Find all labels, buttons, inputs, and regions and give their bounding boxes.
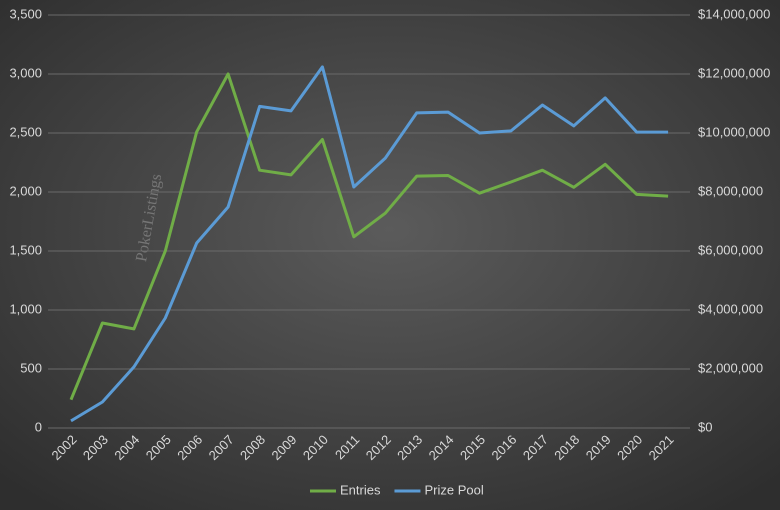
- y2-tick-label: $2,000,000: [698, 360, 763, 375]
- legend-label: Prize Pool: [424, 482, 483, 497]
- y2-tick-label: $12,000,000: [698, 65, 770, 80]
- series-line: [69, 72, 669, 401]
- y2-tick-label: $0: [698, 419, 712, 434]
- y2-tick-label: $4,000,000: [698, 301, 763, 316]
- y2-tick-label: $6,000,000: [698, 242, 763, 257]
- y-tick-label: 1,000: [9, 301, 42, 316]
- y-tick-label: 1,500: [9, 242, 42, 257]
- y-tick-label: 0: [35, 419, 42, 434]
- y-tick-label: 2,500: [9, 124, 42, 139]
- y2-tick-label: $8,000,000: [698, 183, 763, 198]
- legend-label: Entries: [340, 482, 381, 497]
- y2-tick-label: $14,000,000: [698, 6, 770, 21]
- y-tick-label: 3,500: [9, 6, 42, 21]
- y-tick-label: 3,000: [9, 65, 42, 80]
- y2-tick-label: $10,000,000: [698, 124, 770, 139]
- y-tick-label: 2,000: [9, 183, 42, 198]
- y-tick-label: 500: [20, 360, 42, 375]
- series-line: [70, 65, 669, 423]
